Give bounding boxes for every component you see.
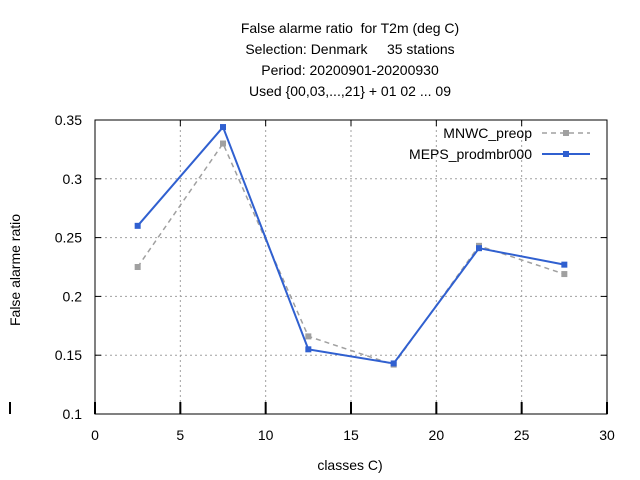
data-point <box>476 245 482 252</box>
data-point <box>305 333 312 340</box>
y-tick-label: 0.2 <box>63 288 83 304</box>
legend-label: MNWC_preop <box>443 125 532 141</box>
y-tick-label: 0.25 <box>55 230 82 246</box>
x-tick-label: 25 <box>514 427 530 443</box>
y-tick-label: 0.3 <box>63 171 83 187</box>
y-tick-label: 0.15 <box>55 347 82 363</box>
title-line-1: False alarme ratio for T2m (deg C) <box>240 20 460 36</box>
legend-label: MEPS_prodmbr000 <box>409 146 532 162</box>
title-line-2: Selection: Denmark 35 stations <box>245 41 455 57</box>
series-group <box>134 124 568 368</box>
data-point <box>220 124 226 131</box>
tick-labels: 0 5 10 15 20 25 30 0.1 0.15 0.2 0.25 0.3 0.35 <box>55 112 615 443</box>
x-axis-label: classes C) <box>317 457 382 473</box>
x-tick-label: 10 <box>258 427 274 443</box>
x-tick-label: 15 <box>343 427 359 443</box>
x-tick-label: 0 <box>91 427 99 443</box>
legend-marker <box>563 130 569 136</box>
x-tick-label: 20 <box>429 427 445 443</box>
tick-marks <box>9 119 608 415</box>
data-point <box>134 264 141 270</box>
y-tick-label: 0.35 <box>55 112 82 128</box>
y-axis-label: False alarme ratio <box>7 214 23 326</box>
data-point <box>390 360 397 367</box>
x-tick-label: 5 <box>176 427 184 443</box>
series-line-MEPS_prodmbr000 <box>136 125 565 365</box>
data-point <box>561 271 568 278</box>
grid-lines <box>95 120 607 414</box>
title-line-4: Used {00,03,...,21} + 01 02 ... 09 <box>249 83 451 99</box>
data-point <box>134 222 141 229</box>
data-point <box>561 261 568 268</box>
legend-marker <box>563 151 569 157</box>
data-point <box>305 346 312 353</box>
x-tick-label: 30 <box>599 427 615 443</box>
y-tick-label: 0.1 <box>63 406 83 422</box>
title-line-3: Period: 20200901-20200930 <box>261 62 439 78</box>
legend: MNWC_preop MEPS_prodmbr000 <box>409 125 590 162</box>
data-point <box>220 140 226 147</box>
